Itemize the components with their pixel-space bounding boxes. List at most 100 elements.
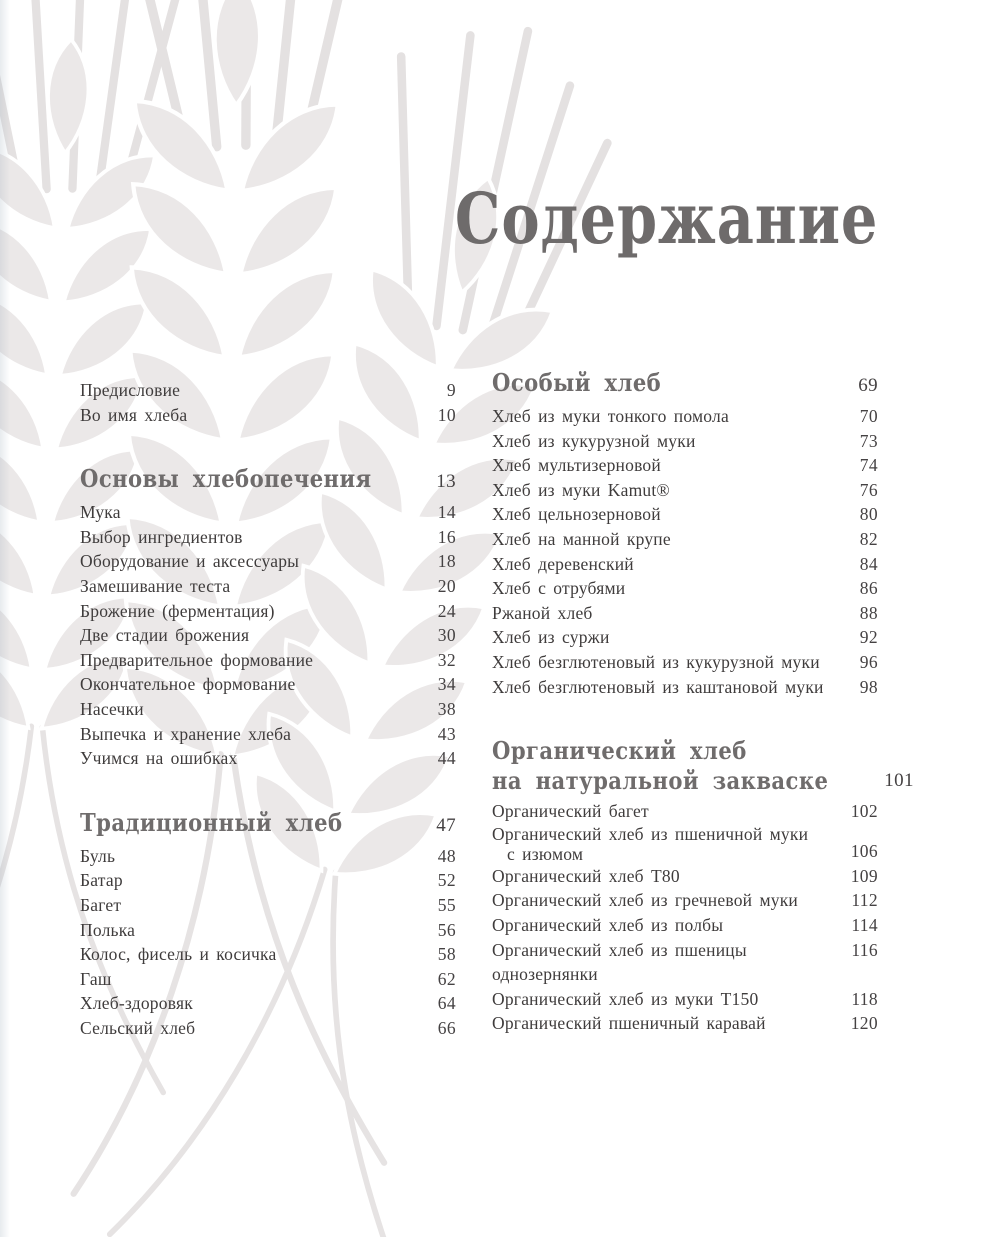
toc-entry: Хлеб деревенский 84 [492, 552, 878, 577]
entry-page-number: 101 [884, 770, 914, 792]
entry-label: Хлеб из суржи [492, 627, 610, 648]
toc-entry: Оборудование и аксессуары 18 [80, 549, 456, 574]
entry-label: Замешивание теста [80, 575, 231, 596]
section-heading-label: Особый хлеб [492, 368, 662, 397]
toc-block: Предисловие 9 Во имя хлеба 10 [80, 378, 456, 427]
toc-entry: Хлеб безглютеновый из кукурузной муки 96 [492, 650, 878, 675]
toc-entry: Органический хлеб из гречневой муки 112 [492, 888, 878, 913]
entry-label: Сельский хлеб [80, 1017, 196, 1038]
entry-page-number: 86 [859, 578, 878, 599]
entry-label: Мука [80, 502, 121, 523]
entry-label: Ржаной хлеб [492, 602, 593, 623]
toc-block: Особый хлеб 69 Хлеб из муки тонкого помола… [492, 368, 878, 699]
toc-entry: Брожение (ферментация) 24 [80, 599, 456, 624]
entry-page-number: 24 [437, 600, 456, 621]
entry-page-number: 88 [859, 602, 878, 623]
toc-entry: Учимся на ошибках 44 [80, 746, 456, 771]
entry-label: Органический хлеб из пшеницы однозернянк… [492, 939, 747, 985]
entry-page-number: 73 [859, 430, 878, 451]
entry-label: Хлеб из муки Kamut® [492, 479, 670, 500]
entry-label: Брожение (ферментация) [80, 600, 275, 621]
entry-page-number: 20 [437, 575, 456, 596]
entry-label: Хлеб мультизерновой [492, 455, 661, 476]
toc-entry: Батар 52 [80, 868, 456, 893]
entry-page-number: 76 [859, 479, 878, 500]
toc-entry: Органический пшеничный каравай 120 [492, 1011, 878, 1036]
entry-page-number: 44 [437, 748, 456, 769]
toc-entry: Хлеб безглютеновый из каштановой муки 98 [492, 675, 878, 700]
entry-label: Предварительное формование [80, 649, 314, 670]
entry-label: Оборудование и аксессуары [80, 551, 300, 572]
entry-label: Органический хлеб из пшеничной муки с изю… [492, 824, 808, 864]
toc-entry: Во имя хлеба 10 [80, 403, 456, 428]
entry-page-number: 16 [437, 526, 456, 547]
entry-label: Хлеб деревенский [492, 553, 634, 574]
entry-page-number: 102 [850, 801, 878, 822]
toc-entry: Насечки 38 [80, 697, 456, 722]
entry-page-number: 52 [437, 870, 456, 891]
toc-entry: Колос, фисель и косичка 58 [80, 942, 456, 967]
toc-section-heading: Органический хлеб на натуральной закваске… [492, 736, 913, 796]
toc-entry: Органический хлеб из муки Т150 118 [492, 987, 878, 1012]
entry-label: Учимся на ошибках [80, 748, 238, 769]
entry-page-number: 96 [859, 651, 878, 672]
entry-page-number: 56 [437, 919, 456, 940]
toc-entry: Полька 56 [80, 918, 456, 943]
entry-label: Органический пшеничный каравай [492, 1013, 766, 1034]
entry-page-number: 62 [437, 968, 456, 989]
toc-column-right: Особый хлеб 69 Хлеб из муки тонкого помола… [492, 368, 913, 1036]
entry-label: Насечки [80, 698, 144, 719]
toc-entry: Хлеб из муки Kamut® 76 [492, 478, 878, 503]
entry-page-number: 74 [859, 455, 878, 476]
toc-section-heading: Основы хлебопечения 13 [80, 464, 456, 497]
toc-entry: Мука 14 [80, 500, 456, 525]
toc-section-heading: Традиционный хлеб 47 [80, 808, 456, 841]
entry-page-number: 92 [859, 627, 878, 648]
section-heading-label: Традиционный хлеб [80, 807, 343, 837]
entry-page-number: 98 [859, 676, 878, 697]
toc-entry: Ржаной хлеб 88 [492, 601, 878, 626]
entry-label: Выбор ингредиентов [80, 526, 243, 547]
entry-label: Во имя хлеба [80, 404, 188, 425]
section-heading-label: Органический хлеб на натуральной закваске [492, 736, 828, 796]
entry-label: Органический багет [492, 801, 649, 822]
toc-entry: Хлеб цельнозерновой 80 [492, 502, 878, 527]
page-title: Содержание [454, 177, 878, 260]
entry-label: Органический хлеб из муки Т150 [492, 988, 759, 1009]
toc-entry: Две стадии брожения 30 [80, 623, 456, 648]
entry-label: Хлеб с отрубями [492, 578, 626, 599]
toc-entry: Сельский хлеб 66 [80, 1016, 456, 1041]
toc-entry: Хлеб-здоровяк 64 [80, 991, 456, 1016]
entry-page-number: 48 [437, 845, 456, 866]
toc-entry: Хлеб из кукурузной муки 73 [492, 429, 878, 454]
toc-block: Основы хлебопечения 13 Мука 14 Выбор ингреди… [80, 464, 456, 771]
entry-label-line: на натуральной закваске [492, 766, 829, 796]
toc-entry: Органический багет 102 [492, 799, 878, 824]
entry-page-number: 18 [437, 551, 456, 572]
entry-label: Хлеб-здоровяк [80, 993, 193, 1014]
entry-page-number: 70 [859, 406, 878, 426]
toc-entry: Органический хлеб из пшеницы однозернянк… [492, 938, 878, 987]
toc-entry: Хлеб мультизерновой 74 [492, 453, 878, 478]
entry-label-line: Органический хлеб из пшеничной муки [492, 823, 809, 844]
toc-entry: Гаш 62 [80, 967, 456, 992]
entry-page-number: 112 [851, 890, 878, 911]
entry-page-number: 82 [859, 528, 878, 549]
toc-entry: Органический хлеб Т80 109 [492, 864, 878, 889]
toc-section-heading: Особый хлеб 69 [492, 368, 878, 401]
entry-page-number: 34 [437, 674, 456, 695]
toc-entry: Органический хлеб из полбы 114 [492, 913, 878, 938]
entry-label: Выпечка и хранение хлеба [80, 723, 292, 744]
entry-page-number: 116 [851, 939, 878, 960]
toc-block: Органический хлеб на натуральной закваске… [492, 736, 913, 1036]
entry-label: Органический хлеб из полбы [492, 914, 724, 935]
entry-page-number: 120 [850, 1013, 878, 1034]
entry-page-number: 55 [437, 894, 456, 915]
toc-entry: Органический хлеб из пшеничной муки с изю… [492, 824, 878, 864]
entry-page-number: 10 [437, 404, 456, 425]
entry-page-number: 43 [437, 723, 456, 744]
entry-label: Две стадии брожения [80, 625, 250, 646]
entry-label: Багет [80, 894, 122, 915]
entry-label-line: с изюмом [507, 843, 584, 864]
entry-page-number: 32 [437, 649, 456, 670]
